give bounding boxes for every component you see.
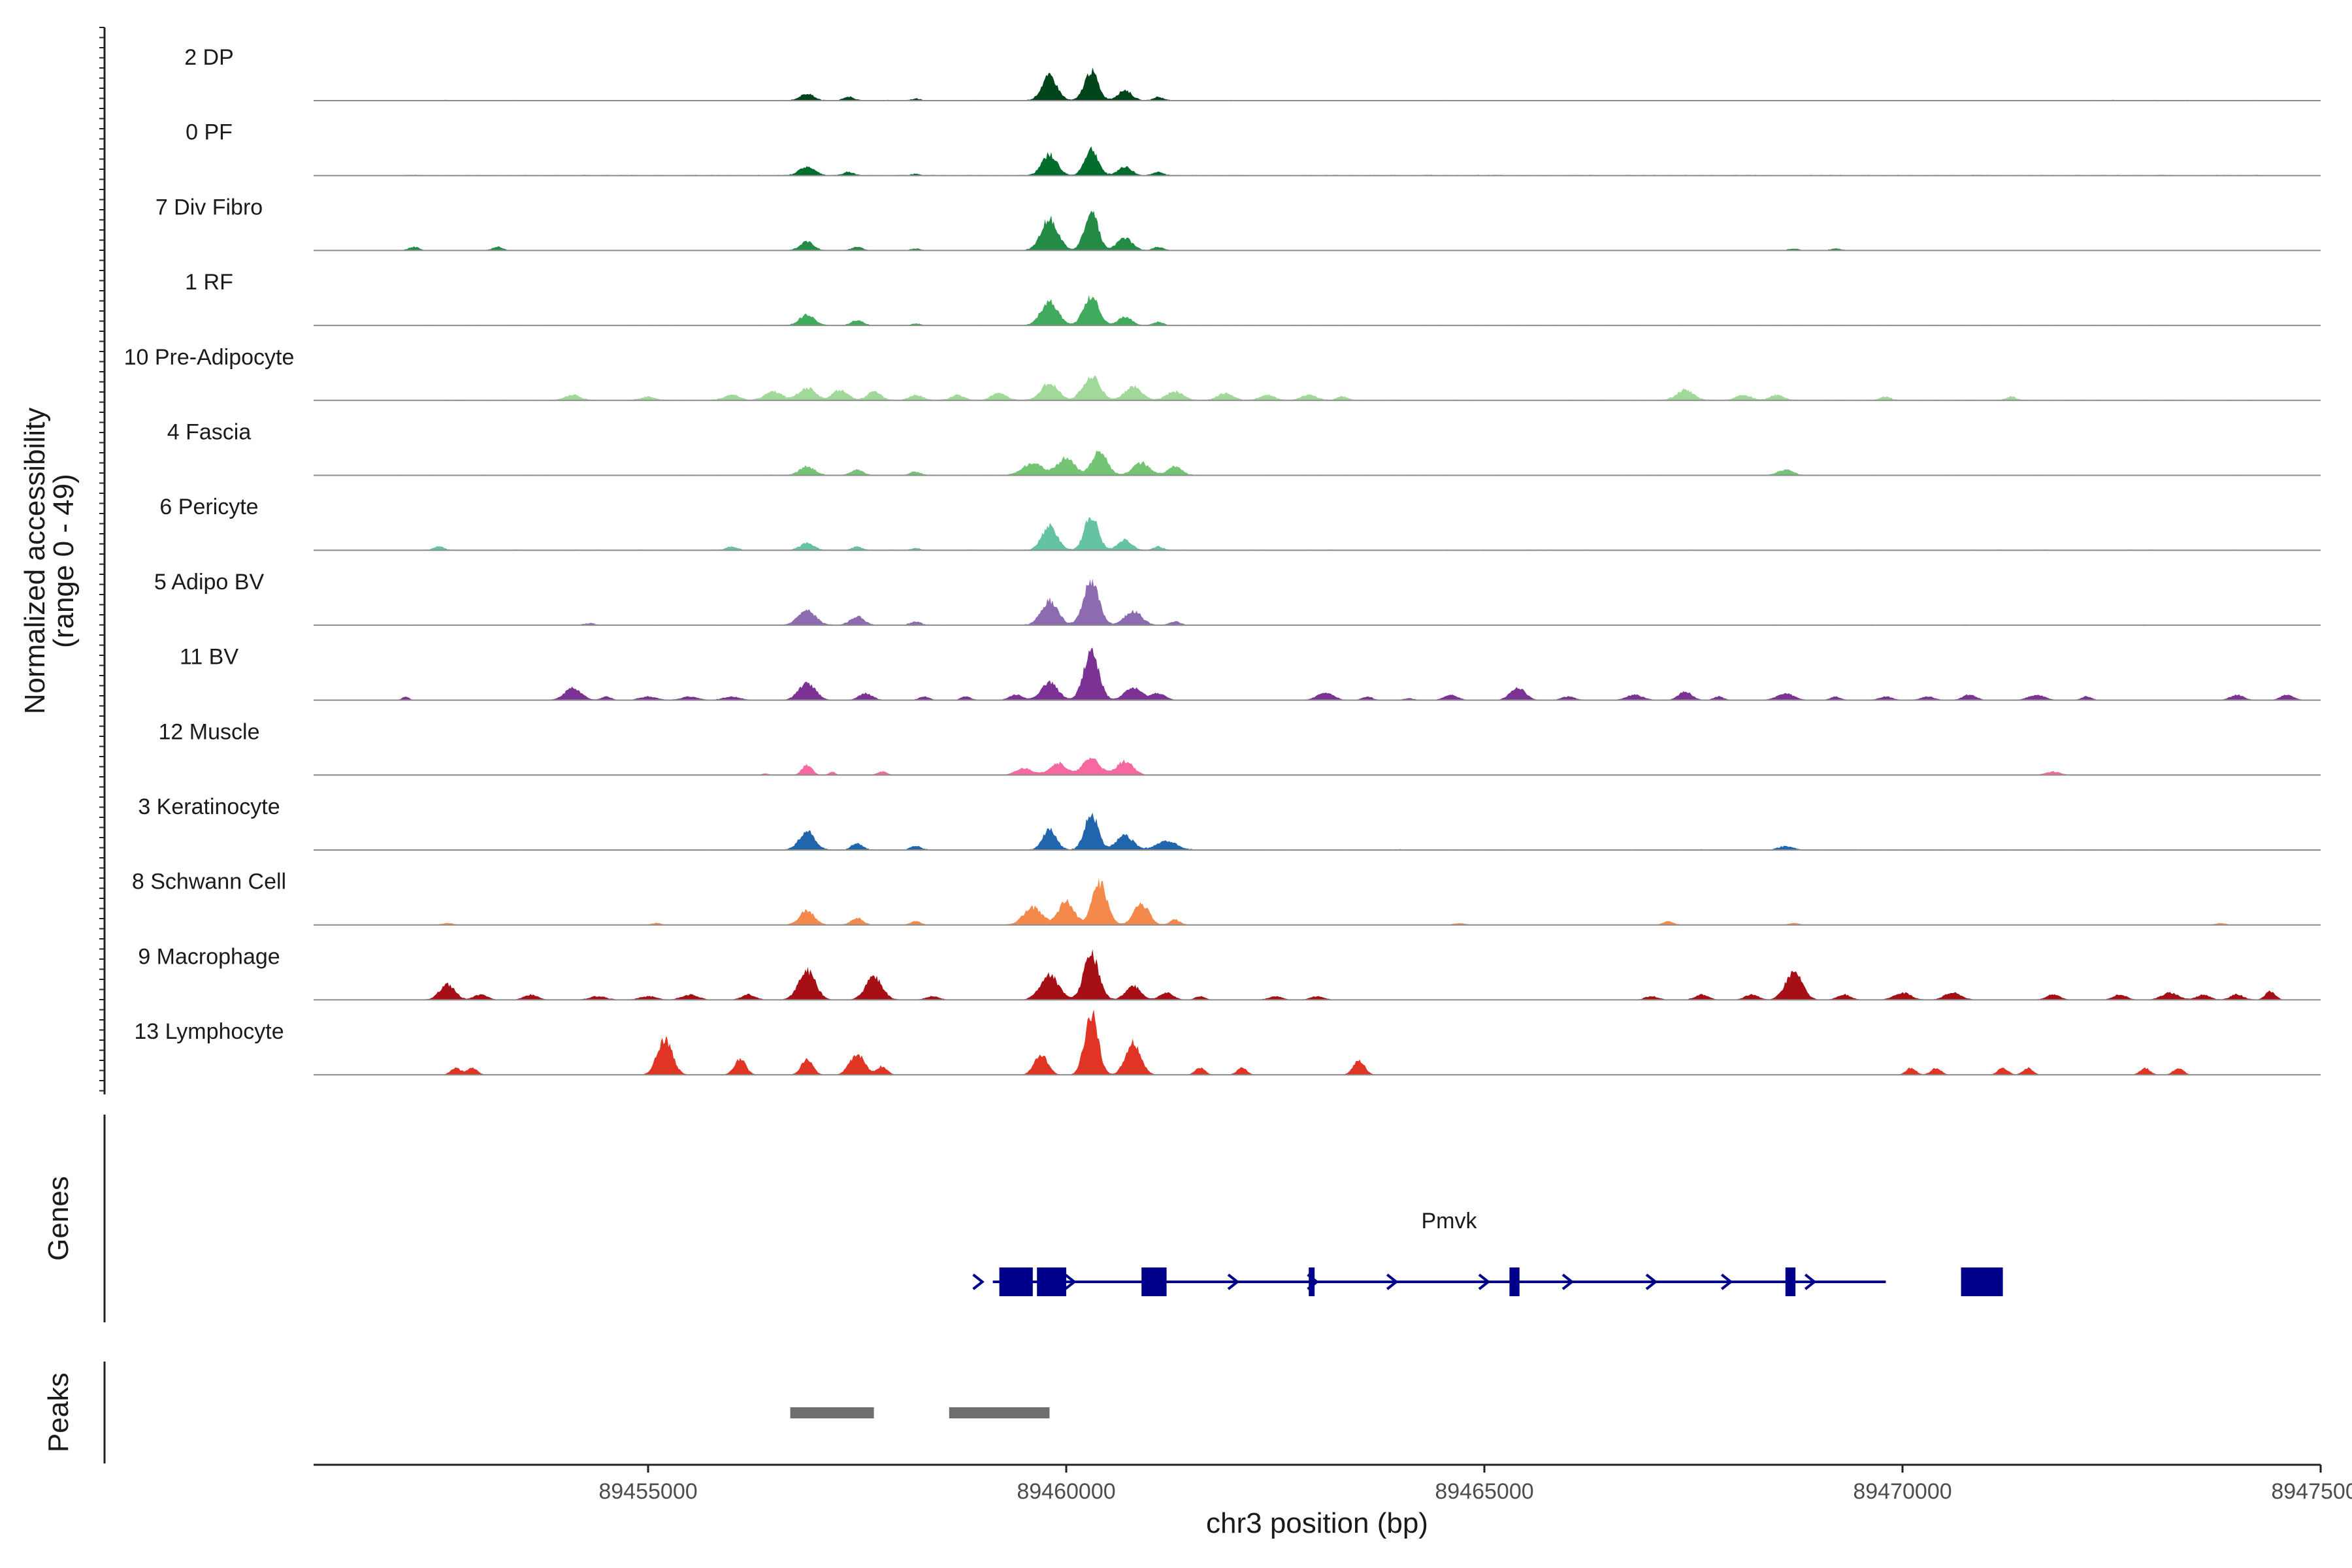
track-7-div-fibro: 7 Div Fibro <box>155 195 2321 252</box>
x-axis: 89455000 89460000 89465000 89470000 89475000 <box>314 1463 2352 1504</box>
track-11-bv: 11 BV <box>180 645 2321 701</box>
x-tick-label: 89455000 <box>598 1479 697 1504</box>
track-9-macrophage: 9 Macrophage <box>138 944 2321 1001</box>
coverage-area <box>314 210 2321 251</box>
coverage-area <box>314 295 2321 326</box>
track-5-adipo-bv: 5 Adipo BV <box>154 570 2321 626</box>
coverage-area <box>314 812 2321 850</box>
track-label: 3 Keratinocyte <box>138 794 280 819</box>
track-2-dp: 2 DP <box>184 45 2321 101</box>
genes-track-label: Genes <box>42 1176 74 1261</box>
coverage-area <box>314 757 2321 776</box>
gene-name-label: Pmvk <box>1422 1209 1478 1233</box>
track-label: 12 Muscle <box>159 719 260 744</box>
coverage-area <box>314 146 2321 176</box>
strand-arrow-icon <box>1064 1273 1077 1290</box>
x-tick-label: 89470000 <box>1853 1479 1952 1504</box>
track-label: 7 Div Fibro <box>155 195 263 220</box>
x-axis-label: chr3 position (bp) <box>1206 1507 1428 1539</box>
y-axis-label: Normalized accessibility(range 0 - 49) <box>19 408 80 714</box>
track-8-schwann-cell: 8 Schwann Cell <box>132 870 2321 926</box>
track-12-muscle: 12 Muscle <box>159 719 2321 776</box>
track-label: 0 PF <box>186 120 233 145</box>
track-y-axis <box>99 27 106 1095</box>
track-label: 2 DP <box>184 45 234 70</box>
gene-exon <box>1309 1267 1315 1296</box>
x-tick-label: 89460000 <box>1017 1479 1115 1504</box>
strand-arrow-icon <box>1227 1273 1240 1290</box>
coverage-area <box>314 450 2321 476</box>
track-label: 13 Lymphocyte <box>134 1019 284 1044</box>
gene-exon <box>999 1267 1033 1296</box>
coverage-area <box>314 517 2321 551</box>
track-label: 9 Macrophage <box>138 944 280 969</box>
strand-arrow-icon <box>1720 1273 1733 1290</box>
peaks-track <box>103 1362 1050 1463</box>
track-3-keratinocyte: 3 Keratinocyte <box>138 794 2321 851</box>
peak-region <box>790 1407 874 1418</box>
y-axis-label-line: (range 0 - 49) <box>48 474 80 648</box>
track-label: 4 Fascia <box>167 420 252 445</box>
strand-arrow-icon <box>972 1273 985 1290</box>
track-label: 5 Adipo BV <box>154 570 265 595</box>
track-label: 1 RF <box>185 270 233 295</box>
x-tick-label: 89465000 <box>1435 1479 1533 1504</box>
track-10-pre-adipocyte: 10 Pre-Adipocyte <box>124 345 2321 401</box>
coverage-area <box>314 949 2321 1000</box>
coverage-area <box>314 67 2321 101</box>
coverage-area <box>314 578 2321 625</box>
peak-region <box>949 1407 1050 1418</box>
track-label: 10 Pre-Adipocyte <box>124 345 295 370</box>
track-label: 8 Schwann Cell <box>132 870 286 894</box>
gene-pmvk: Pmvk <box>972 1209 2003 1296</box>
coverage-area <box>314 647 2321 700</box>
track-label: 11 BV <box>180 645 238 670</box>
strand-arrow-icon <box>1804 1273 1817 1290</box>
track-13-lymphocyte: 13 Lymphocyte <box>134 1009 2321 1076</box>
strand-arrow-icon <box>1386 1273 1399 1290</box>
peaks-track-label: Peaks <box>42 1373 74 1452</box>
coverage-area <box>314 877 2321 925</box>
strand-arrow-icon <box>1478 1273 1491 1290</box>
strand-arrow-icon <box>1561 1273 1575 1290</box>
gene-exon <box>1961 1267 2003 1296</box>
track-4-fascia: 4 Fascia <box>167 420 2321 476</box>
track-0-pf: 0 PF <box>186 120 2321 176</box>
coverage-tracks: 2 DP 0 PF 7 Div Fibro 1 RF 10 Pre-Adipocyte 4… <box>124 45 2321 1076</box>
strand-arrow-icon <box>1307 1273 1319 1290</box>
coverage-area <box>314 375 2321 400</box>
strand-arrow-icon <box>1645 1273 1658 1290</box>
strand-arrow-icon <box>1152 1273 1165 1290</box>
track-1-rf: 1 RF <box>185 270 2321 327</box>
y-axis-label-line: Normalized accessibility <box>19 408 51 714</box>
coverage-area <box>314 1009 2321 1075</box>
track-label: 6 Pericyte <box>159 495 258 519</box>
gene-track: Pmvk <box>103 1115 2003 1322</box>
gene-exon <box>1785 1267 1796 1296</box>
gene-exon <box>1037 1267 1066 1296</box>
gene-exon <box>1509 1267 1520 1296</box>
track-6-pericyte: 6 Pericyte <box>159 495 2321 551</box>
x-tick-label: 89475000 <box>2271 1479 2352 1504</box>
